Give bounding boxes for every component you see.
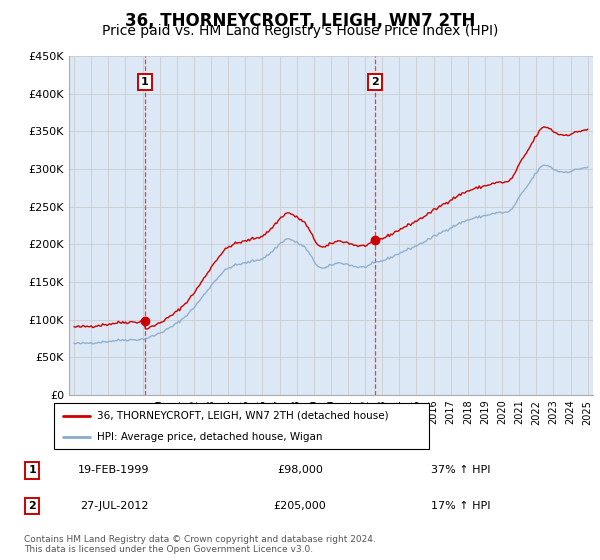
Text: 1: 1: [141, 77, 149, 87]
Text: Price paid vs. HM Land Registry's House Price Index (HPI): Price paid vs. HM Land Registry's House …: [102, 24, 498, 38]
Text: 17% ↑ HPI: 17% ↑ HPI: [431, 501, 490, 511]
Text: 36, THORNEYCROFT, LEIGH, WN7 2TH (detached house): 36, THORNEYCROFT, LEIGH, WN7 2TH (detach…: [97, 410, 389, 421]
Text: £98,000: £98,000: [277, 465, 323, 475]
Text: HPI: Average price, detached house, Wigan: HPI: Average price, detached house, Wiga…: [97, 432, 323, 442]
Text: £205,000: £205,000: [274, 501, 326, 511]
Text: Contains HM Land Registry data © Crown copyright and database right 2024.
This d: Contains HM Land Registry data © Crown c…: [24, 535, 376, 554]
Text: 37% ↑ HPI: 37% ↑ HPI: [431, 465, 490, 475]
Text: 2: 2: [28, 501, 36, 511]
Text: 1: 1: [28, 465, 36, 475]
Text: 27-JUL-2012: 27-JUL-2012: [80, 501, 148, 511]
Text: 2: 2: [371, 77, 379, 87]
FancyBboxPatch shape: [54, 403, 429, 449]
Text: 36, THORNEYCROFT, LEIGH, WN7 2TH: 36, THORNEYCROFT, LEIGH, WN7 2TH: [125, 12, 475, 30]
Text: 19-FEB-1999: 19-FEB-1999: [78, 465, 149, 475]
